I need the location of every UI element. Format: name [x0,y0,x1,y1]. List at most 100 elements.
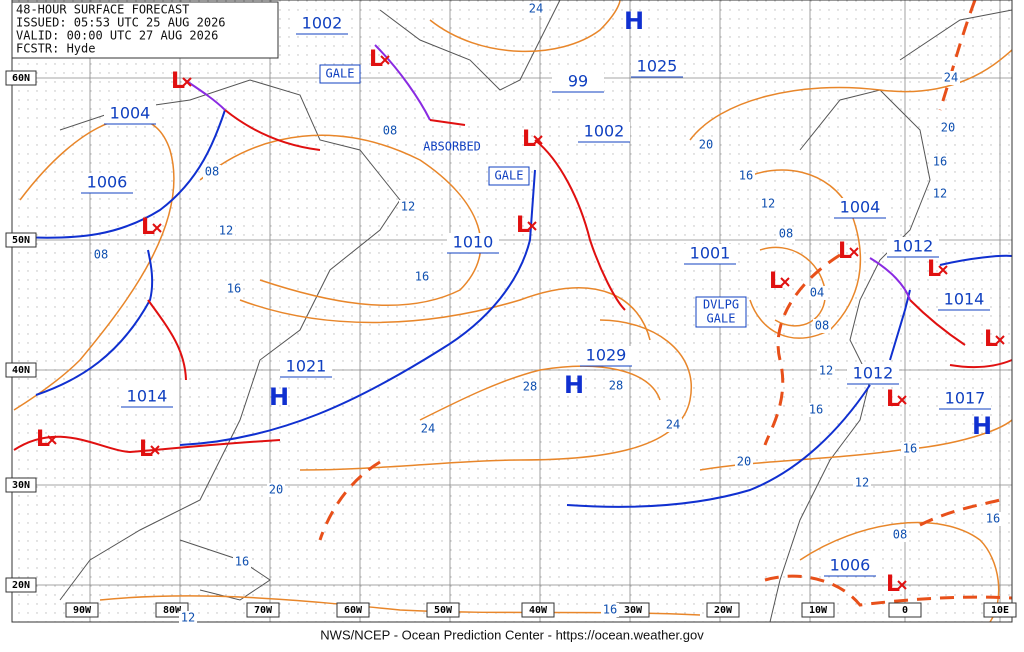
lat-label-box [5,70,37,86]
pressure-value: 1004 [840,198,881,217]
low-center: L [522,127,536,152]
isobar-label-bg [399,200,417,214]
low-center: L [838,239,852,264]
lon-label-box [65,602,99,618]
isobar-label: 20 [269,483,283,497]
map-frame [11,0,1013,623]
lon-label: 90W [73,605,92,616]
isobar-label: 16 [227,282,241,296]
isobar-label-bg [413,270,431,284]
lat-label: 20N [12,580,30,591]
low-center: L [984,327,998,352]
lon-label: 30W [624,605,643,616]
isobar-label-bg [179,611,197,625]
pressure-value: 1002 [302,14,343,33]
isobar-label-bg [203,165,221,179]
isobar-label: 16 [739,169,753,183]
pressure-label-bg [578,122,630,142]
isobar-label: 12 [761,197,775,211]
lon-label: 10E [991,605,1009,616]
isobar-label-bg [381,124,399,138]
pressure-label-bg [121,387,173,407]
low-center: L [36,427,50,452]
isobar-label: 20 [737,455,751,469]
pressure-value: 1002 [584,122,625,141]
header-line: VALID: 00:00 UTC 27 AUG 2026 [16,29,218,43]
isobar-label-bg [92,248,110,262]
low-marker [849,247,859,257]
low-marker [380,55,390,65]
pressure-label-bg [280,357,332,377]
low-marker [897,395,907,405]
isobar-label-bg [939,121,957,135]
low-center: L [171,69,185,94]
lat-label: 40N [12,365,30,376]
isobar-label: 16 [603,603,617,617]
isobar-label: 08 [383,124,397,138]
pressure-label-bg [939,389,991,409]
lon-label: 20W [714,605,733,616]
isobar-label: 20 [699,138,713,152]
low-center: L [139,437,153,462]
isobar-label-bg [942,71,960,85]
pressure-value: 1004 [110,104,151,123]
isobar-label: 20 [941,121,955,135]
pressure-value: 1012 [893,237,934,256]
lon-label-box [706,602,740,618]
pressure-value: 1029 [586,346,627,365]
lat-label-box [5,232,37,248]
isobar-label-bg [807,403,825,417]
low-center: L [886,572,900,597]
lon-label: 70W [254,605,273,616]
pressure-label-bg [580,346,632,366]
header-box [11,1,279,59]
pressure-label-bg [296,14,348,34]
lat-label: 30N [12,480,30,491]
pressure-label-bg [938,290,990,310]
isobar-label: 08 [205,165,219,179]
lat-label: 50N [12,235,30,246]
low-center: L [927,257,941,282]
annotation: ABSORBED [423,140,481,154]
pressure-value: 1014 [944,290,985,309]
low-center: L [769,269,783,294]
annotation-box [488,166,530,186]
lon-label-box [336,602,370,618]
isobar-label-bg [233,555,251,569]
isobar-label: 16 [933,155,947,169]
pressure-label-bg [824,556,876,576]
isobar-label-bg [217,224,235,238]
lon-label: 0 [902,605,908,616]
isobar-label-bg [735,455,753,469]
isobar-label-bg [607,379,625,393]
low-marker [47,435,57,445]
low-center: L [516,213,530,238]
isobar-label: 24 [944,71,958,85]
pressure-label-bg [631,57,683,77]
isobar-label-bg [697,138,715,152]
fronts [13,0,1013,607]
high-center: H [624,7,644,35]
lon-label: 80W [163,605,182,616]
pressure-label-bg [684,244,736,264]
isobar-label: 24 [666,418,680,432]
isobar-label: 16 [415,270,429,284]
isobars [13,0,1013,623]
pressure-value: 1025 [637,57,678,76]
isobar-label: 16 [235,555,249,569]
pressure-value: 1006 [830,556,871,575]
pressure-label-bg [887,237,939,257]
pressure-label-bg [552,72,604,92]
isobar-label-bg [853,476,871,490]
isobar-label: 08 [893,528,907,542]
header-line: ISSUED: 05:53 UTC 25 AUG 2026 [16,16,226,30]
annotation: GALE [707,312,736,326]
high-center: H [972,412,992,440]
isobar-label-bg [931,155,949,169]
low-marker [533,135,543,145]
low-marker [150,445,160,455]
isobar-label: 28 [523,380,537,394]
lon-label: 10W [809,605,828,616]
lon-label-box [801,602,835,618]
